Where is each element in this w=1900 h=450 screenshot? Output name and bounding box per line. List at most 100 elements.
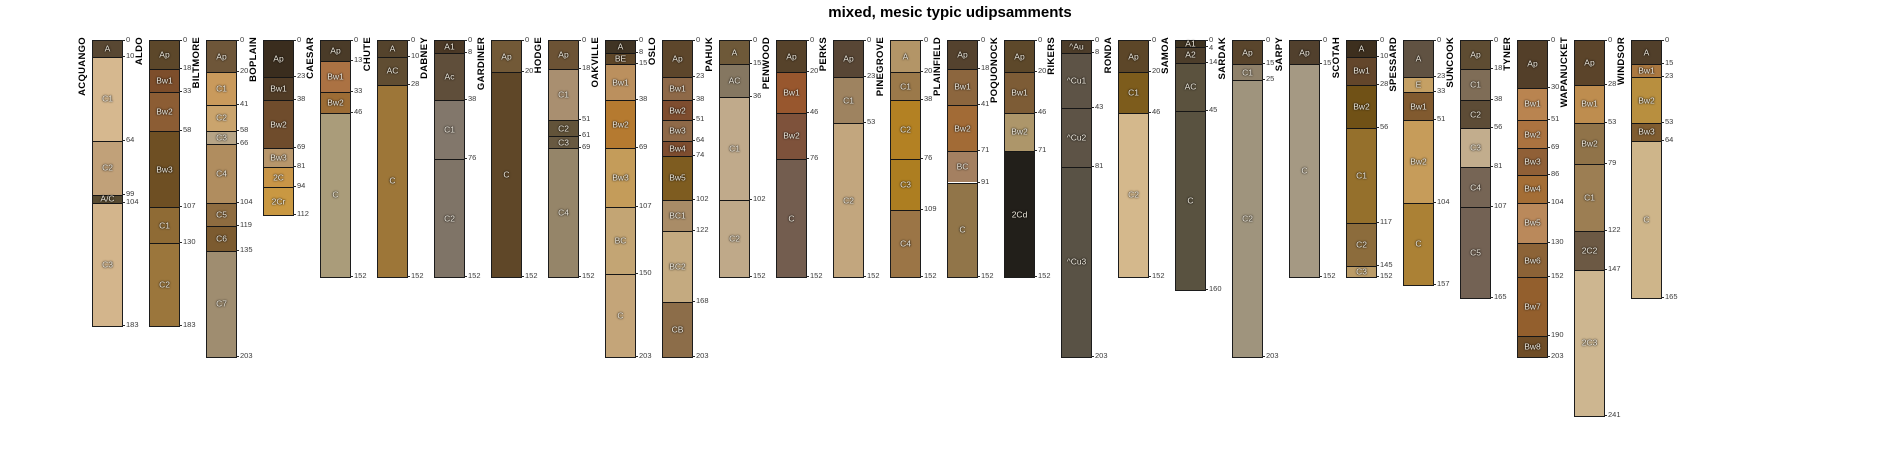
- horizon-label: C2: [729, 233, 740, 244]
- depth-tick-label: 74: [696, 150, 705, 160]
- horizon-bw1: Bw1: [1632, 64, 1661, 77]
- horizon-bw1: Bw1: [321, 61, 350, 93]
- horizon-label: AC: [728, 75, 741, 86]
- horizon-bw3: Bw3: [150, 131, 179, 208]
- horizon-a: A: [720, 41, 749, 65]
- horizon-bw1: Bw1: [777, 72, 806, 113]
- depth-tick-label: 20: [525, 66, 534, 76]
- depth-tick-label: 15: [639, 58, 648, 68]
- horizon-label: Ap: [957, 49, 968, 60]
- horizon-label: Bw1: [156, 75, 173, 86]
- profile-suncook: Ap C1 C2 C3 C4 C5: [1460, 40, 1491, 299]
- horizon-label: Ap: [1470, 49, 1481, 60]
- profile-name: TYNER: [1502, 37, 1513, 71]
- depth-tick-mark: [1661, 40, 1664, 41]
- depth-tick-mark: [1205, 288, 1208, 290]
- depth-tick-label: 152: [1038, 271, 1051, 281]
- horizon-label: A: [1643, 47, 1650, 58]
- horizon-c5: C5: [207, 202, 236, 227]
- depth-tick-label: 0: [1266, 35, 1271, 44]
- depth-tick-label: 145: [1380, 260, 1393, 270]
- depth-tick-mark: [1148, 111, 1151, 113]
- depth-tick-mark: [293, 165, 296, 167]
- horizon-c4: C4: [549, 148, 578, 278]
- horizon-label: Bw1: [669, 83, 686, 94]
- depth-tick-mark: [293, 40, 296, 41]
- depth-tick-label: 23: [1437, 70, 1446, 80]
- depth-tick-mark: [407, 83, 410, 85]
- depth-tick-label: 152: [468, 271, 481, 281]
- depth-tick-mark: [293, 186, 296, 188]
- horizon-label: Bw2: [783, 130, 800, 141]
- depth-tick-label: 25: [1266, 73, 1275, 83]
- depth-tick-mark: [1604, 268, 1607, 270]
- profile-name: CHUTE: [362, 37, 373, 72]
- depth-tick-label: 152: [810, 271, 823, 281]
- horizon-bc1: BC1: [663, 199, 692, 231]
- horizon-a: A: [891, 41, 920, 73]
- depth-tick-label: 0: [981, 35, 986, 44]
- depth-tick-label: 46: [1038, 106, 1047, 116]
- depth-tick-label: 43: [1095, 101, 1104, 111]
- depth-tick-label: 203: [1095, 350, 1108, 360]
- horizon-bw1: Bw1: [1575, 84, 1604, 124]
- horizon-label: Bw2: [1581, 138, 1598, 149]
- depth-tick-mark: [293, 75, 296, 77]
- horizon-c2: C2: [150, 243, 179, 326]
- profile-name: OAKVILLE: [590, 37, 601, 88]
- horizon-bw2: Bw2: [606, 100, 635, 149]
- depth-tick-label: 10: [411, 50, 420, 60]
- depth-tick-label: 61: [582, 129, 591, 139]
- profile-plainfield: Ap Bw1 Bw2 BC C: [947, 40, 978, 279]
- profile-name: RONDA: [1103, 37, 1114, 74]
- depth-tick-mark: [1034, 111, 1037, 113]
- profile-samoa: A1 A2 AC C: [1175, 39, 1206, 291]
- depth-tick-label: 81: [1494, 160, 1503, 170]
- horizon-label: C: [389, 175, 396, 186]
- depth-tick-mark: [920, 276, 923, 278]
- horizon-label: C6: [216, 233, 227, 244]
- depth-tick-mark: [806, 71, 809, 73]
- depth-tick-mark: [1205, 109, 1208, 111]
- horizon-label: Bw2: [270, 119, 287, 130]
- depth-tick-mark: [1262, 355, 1265, 357]
- depth-tick-mark: [1604, 414, 1607, 416]
- horizon-ap: Ap: [321, 41, 350, 62]
- horizon-c1: C1: [891, 72, 920, 101]
- horizon-label: C5: [1470, 247, 1481, 258]
- horizon-label: Bw2: [669, 105, 686, 116]
- profile-name: HODGE: [533, 37, 544, 74]
- horizon-c1: C1: [1461, 68, 1490, 101]
- depth-tick-mark: [863, 75, 866, 77]
- depth-tick-mark: [1547, 40, 1550, 41]
- horizon-bw2: Bw2: [1005, 112, 1034, 152]
- profile-scotah: A Bw1 Bw2 C1 C2 C3: [1346, 40, 1377, 279]
- profile-name: BILTMORE: [191, 37, 202, 89]
- profile-tyner: Ap Bw1 Bw2 Bw3 Bw4 Bw5 Bw6 Bw7 Bw8: [1517, 40, 1548, 358]
- depth-tick-label: 10: [126, 50, 135, 60]
- horizon-label: Bw3: [1638, 126, 1655, 137]
- horizon-c2: C2: [1119, 112, 1148, 278]
- horizon-ap: Ap: [549, 41, 578, 69]
- depth-tick-mark: [1376, 83, 1379, 85]
- depth-tick-label: 107: [639, 201, 652, 211]
- profile-gardiner: Ap C: [491, 40, 522, 279]
- profile-name: BOPLAIN: [248, 37, 259, 82]
- depth-tick-mark: [635, 99, 638, 101]
- horizon-label: Ap: [273, 53, 284, 64]
- profile-biltmore: Ap C1 C2 C3 C4 C5 C6 C7: [206, 40, 237, 358]
- horizon-label: Bw3: [270, 152, 287, 163]
- horizon-bw2: Bw2: [150, 92, 179, 132]
- horizon-e: E: [1404, 76, 1433, 93]
- horizon-label: Bw5: [1524, 217, 1541, 228]
- depth-tick-label: 203: [1551, 350, 1564, 360]
- depth-tick-label: 30: [1551, 81, 1560, 91]
- depth-tick-mark: [122, 139, 125, 141]
- depth-tick-label: 104: [1551, 196, 1564, 206]
- depth-tick-mark: [1490, 40, 1493, 41]
- depth-tick-mark: [863, 122, 866, 124]
- depth-tick-mark: [1262, 40, 1265, 41]
- depth-tick-label: 66: [240, 137, 249, 147]
- depth-tick-mark: [635, 147, 638, 149]
